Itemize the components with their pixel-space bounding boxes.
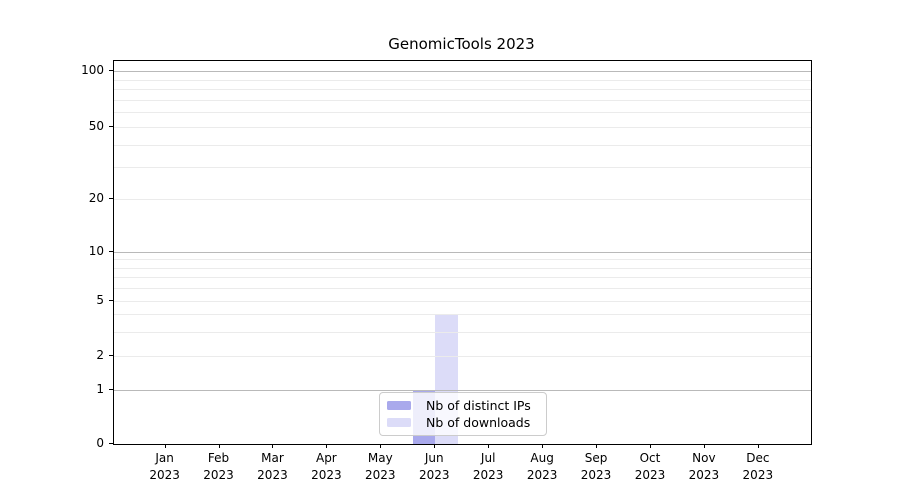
x-tick-line: Oct <box>639 451 661 465</box>
y-tick-mark <box>109 443 113 444</box>
legend-label-downloads: Nb of downloads <box>426 415 531 431</box>
major-gridline <box>114 390 811 391</box>
y-tick-label: 100 <box>81 63 104 77</box>
x-tick-line: Nov <box>692 451 716 465</box>
x-tick-label: Jul 2023 <box>456 450 520 483</box>
minor-gridline <box>114 356 811 357</box>
x-tick-line: 2023 <box>634 467 666 482</box>
x-tick-line: 2023 <box>149 467 180 482</box>
x-tick-mark <box>649 444 651 448</box>
minor-gridline <box>114 288 811 290</box>
y-tick-mark <box>109 300 113 301</box>
x-tick-line: Jul <box>480 451 496 465</box>
y-tick-mark <box>109 126 113 127</box>
x-tick-label: Nov 2023 <box>672 450 736 483</box>
plot-area: Nb of distinct IPs Nb of downloads <box>113 60 812 445</box>
x-tick-label: Aug 2023 <box>510 450 574 483</box>
x-tick-line: Jan <box>155 451 174 465</box>
major-gridline <box>114 252 811 253</box>
x-tick-line: Apr <box>315 451 337 465</box>
minor-gridline <box>114 199 811 200</box>
legend-label-distinct-ips: Nb of distinct IPs <box>426 397 531 413</box>
minor-gridline <box>114 314 811 316</box>
minor-gridline <box>114 331 811 333</box>
x-tick-line: 2023 <box>418 467 450 482</box>
x-tick-mark <box>272 444 274 448</box>
y-tick-label: 2 <box>96 348 104 362</box>
minor-gridline <box>114 259 811 261</box>
major-gridline <box>114 71 811 72</box>
x-tick-line: 2023 <box>742 467 774 482</box>
x-tick-mark <box>326 444 328 448</box>
x-tick-line: Dec <box>746 451 770 465</box>
x-tick-mark <box>380 444 382 448</box>
minor-gridline <box>114 89 811 91</box>
x-tick-label: Sep 2023 <box>564 450 628 483</box>
x-tick-mark <box>703 444 705 448</box>
x-tick-label: May 2023 <box>348 450 412 483</box>
x-tick-mark <box>434 444 436 448</box>
minor-gridline <box>114 99 811 101</box>
x-tick-line: Aug <box>530 451 554 465</box>
x-tick-mark <box>488 444 490 448</box>
x-tick-label: Jun 2023 <box>402 450 466 483</box>
x-tick-line: 2023 <box>203 467 234 482</box>
legend-swatch-distinct-ips <box>387 400 411 410</box>
legend-entry-downloads: Nb of downloads <box>387 415 538 430</box>
y-tick-mark <box>109 389 113 390</box>
x-tick-label: Jan 2023 <box>133 450 197 483</box>
x-tick-line: Jun <box>424 451 444 465</box>
x-tick-label: Apr 2023 <box>294 450 358 483</box>
x-tick-line: 2023 <box>580 467 612 482</box>
y-tick-mark <box>109 70 113 71</box>
minor-gridline <box>114 127 811 128</box>
x-tick-label: Feb 2023 <box>187 450 251 483</box>
minor-gridline <box>114 277 811 279</box>
y-tick-mark <box>109 198 113 199</box>
y-tick-label: 0 <box>96 436 104 450</box>
minor-gridline <box>114 112 811 114</box>
x-tick-line: 2023 <box>688 467 720 482</box>
y-tick-mark <box>109 251 113 252</box>
x-tick-line: Mar <box>261 451 284 465</box>
legend: Nb of distinct IPs Nb of downloads <box>379 392 547 436</box>
x-tick-mark <box>164 444 166 448</box>
legend-swatch-downloads <box>387 418 411 428</box>
x-tick-mark <box>542 444 544 448</box>
minor-gridline <box>114 79 811 81</box>
y-tick-label: 10 <box>88 244 104 258</box>
x-tick-line: 2023 <box>311 467 342 482</box>
legend-entry-distinct-ips: Nb of distinct IPs <box>387 398 538 413</box>
x-tick-label: Mar 2023 <box>240 450 304 483</box>
x-tick-line: May <box>367 451 393 465</box>
x-tick-line: Sep <box>584 451 608 465</box>
y-tick-label: 5 <box>96 293 104 307</box>
x-tick-line: Feb <box>207 451 230 465</box>
y-tick-label: 20 <box>88 191 104 205</box>
chart-title: GenomicTools 2023 <box>388 35 535 53</box>
x-tick-line: 2023 <box>526 467 558 482</box>
x-tick-line: 2023 <box>365 467 396 482</box>
x-tick-mark <box>218 444 220 448</box>
y-tick-label: 50 <box>88 119 104 133</box>
minor-gridline <box>114 301 811 302</box>
x-tick-label: Oct 2023 <box>618 450 682 483</box>
x-tick-line: 2023 <box>257 467 288 482</box>
y-tick-mark <box>109 355 113 356</box>
x-tick-label: Dec 2023 <box>726 450 790 483</box>
x-tick-line: 2023 <box>472 467 504 482</box>
y-tick-label: 1 <box>96 382 104 396</box>
minor-gridline <box>114 167 811 169</box>
minor-gridline <box>114 144 811 146</box>
x-tick-mark <box>757 444 759 448</box>
x-tick-mark <box>596 444 598 448</box>
minor-gridline <box>114 267 811 269</box>
